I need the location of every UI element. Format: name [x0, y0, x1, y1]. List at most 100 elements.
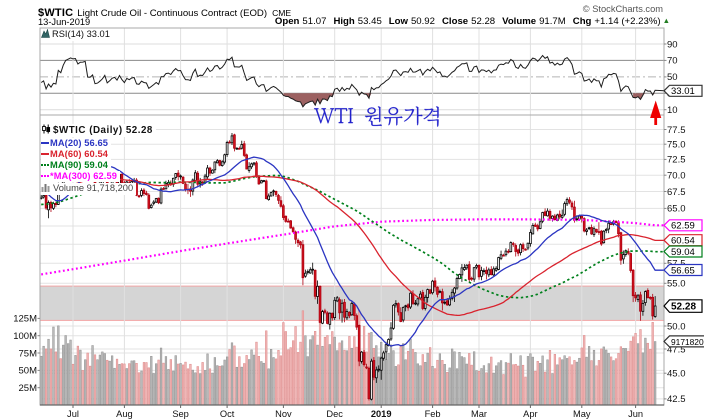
candle	[639, 294, 642, 312]
candle	[494, 267, 498, 271]
candle	[240, 144, 244, 149]
candle	[519, 244, 522, 253]
candle	[497, 257, 500, 270]
rsi-tick-label: 70	[667, 56, 678, 67]
volume-bar	[260, 361, 263, 406]
volume-bar	[211, 372, 214, 406]
volume-bar	[632, 336, 635, 406]
price-tick-label: 50.0	[667, 321, 686, 332]
volume-bar	[201, 362, 204, 406]
candle	[238, 147, 241, 150]
volume-bar	[414, 352, 417, 406]
volume-bar	[561, 359, 564, 406]
candle	[521, 244, 525, 250]
volume-bar	[480, 368, 483, 406]
volume-bar	[277, 350, 280, 406]
volume-bar	[531, 356, 534, 406]
candle	[558, 213, 562, 218]
candle	[279, 200, 283, 207]
volume-bar	[460, 356, 464, 406]
candle	[274, 190, 278, 195]
volume-bar	[248, 359, 251, 406]
candle	[52, 203, 55, 209]
candle	[597, 231, 601, 233]
candle	[257, 176, 261, 185]
volume-bar	[96, 359, 99, 406]
volume-bar	[226, 356, 229, 406]
candle	[634, 294, 637, 299]
volume-bar	[106, 359, 109, 406]
volume-bar	[218, 365, 221, 406]
volume-bar	[326, 335, 329, 406]
volume-bar	[453, 351, 456, 406]
volume-bar	[44, 348, 48, 406]
volume-bar	[125, 368, 128, 406]
volume-bar	[113, 367, 116, 406]
volume-bar	[135, 363, 138, 406]
axis-value-box	[663, 263, 703, 277]
volume-bar	[588, 346, 591, 406]
volume-bar	[267, 368, 270, 406]
candle	[568, 199, 571, 203]
ma60-legend-label: MA(60) 60.54	[50, 149, 109, 159]
month-label: Apr	[523, 409, 537, 419]
volume-bar	[81, 370, 84, 406]
candle	[218, 160, 222, 166]
volume-bar	[252, 354, 256, 406]
volume-bar	[133, 360, 136, 406]
rsi-legend: RSI(14) 33.01	[41, 29, 113, 41]
volume-bar	[265, 330, 268, 406]
volume-bar	[167, 369, 170, 406]
volume-bar	[553, 354, 556, 406]
month-label: Jul	[67, 409, 79, 419]
volume-bar	[181, 364, 185, 406]
volume-bar	[274, 358, 278, 406]
candle	[235, 147, 239, 150]
candle	[644, 291, 647, 304]
volume-bar	[382, 357, 385, 406]
volume-bar	[240, 366, 243, 406]
candle	[477, 264, 481, 278]
volume-bar	[585, 356, 588, 406]
volume-bar	[512, 364, 515, 406]
volume-bar	[495, 365, 498, 406]
volume-bar	[465, 363, 468, 406]
candle	[648, 296, 652, 299]
candle	[333, 299, 337, 318]
candle	[277, 195, 280, 201]
candle	[42, 195, 45, 198]
candle	[472, 267, 476, 280]
candle	[524, 248, 527, 251]
volume-bar	[243, 363, 246, 406]
volume-bar	[426, 352, 429, 406]
volume-bar	[157, 359, 160, 406]
axis-value-box	[663, 234, 703, 247]
volume-legend: Volume 91,718,200	[41, 183, 137, 195]
chg-label: Chg	[572, 15, 592, 27]
month-label: Oct	[220, 409, 235, 419]
volume-bar	[514, 364, 517, 406]
candle	[553, 215, 557, 220]
volume-bar	[389, 344, 393, 406]
candle	[313, 269, 317, 297]
high-value: 53.45	[357, 15, 382, 27]
volume-tick-label: 125M	[13, 314, 37, 325]
price-tick-label: 45.0	[667, 369, 686, 380]
ma90-legend-label: MA(90) 59.04	[50, 160, 109, 170]
candle	[526, 242, 530, 249]
volume-bar	[529, 353, 532, 406]
candle	[272, 190, 275, 193]
volume-bar	[644, 337, 647, 406]
volume-bar	[69, 339, 72, 406]
candle	[509, 242, 513, 253]
volume-bar	[155, 363, 158, 406]
volume-bar	[384, 359, 388, 406]
exchange-label: CME	[272, 8, 292, 18]
candle	[220, 161, 224, 167]
volume-bar	[534, 370, 537, 406]
candle	[267, 195, 270, 200]
volume-bar	[475, 370, 478, 406]
candle	[575, 218, 579, 221]
ma90-line-sample	[41, 164, 49, 166]
axis-value-box-label: 56.65	[671, 265, 695, 276]
